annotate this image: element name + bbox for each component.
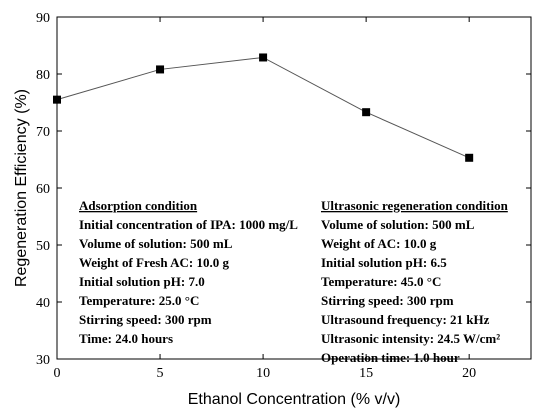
- x-tick-label: 20: [462, 366, 476, 381]
- ultrasonic-line: Ultrasonic intensity: 24.5 W/cm²: [321, 331, 500, 346]
- x-axis: 0 5 10 15 20: [54, 17, 476, 381]
- x-tick-label: 0: [54, 366, 61, 381]
- y-tick-label: 40: [36, 296, 50, 311]
- series-polyline: [56, 56, 470, 159]
- ultrasonic-title: Ultrasonic regeneration condition: [321, 198, 509, 213]
- y-tick-label: 90: [36, 11, 50, 26]
- adsorption-line: Stirring speed: 300 rpm: [79, 312, 212, 327]
- adsorption-line: Initial concentration of IPA: 1000 mg/L: [79, 217, 298, 232]
- data-point: [156, 65, 165, 74]
- ultrasonic-line: Ultrasound frequency: 21 kHz: [321, 312, 490, 327]
- adsorption-conditions: Adsorption condition Initial concentrati…: [79, 198, 298, 346]
- x-tick-label: 5: [157, 366, 164, 381]
- adsorption-line: Time: 24.0 hours: [79, 331, 173, 346]
- ultrasonic-line: Operation time: 1.0 hour: [321, 350, 460, 365]
- data-point: [53, 95, 61, 104]
- y-axis-title: Regeneration Efficiency (%): [13, 89, 30, 287]
- adsorption-line: Weight of Fresh AC: 10.0 g: [79, 255, 229, 270]
- ultrasonic-line: Stirring speed: 300 rpm: [321, 293, 454, 308]
- y-tick-label: 70: [36, 125, 50, 140]
- y-tick-label: 30: [36, 353, 50, 368]
- adsorption-title: Adsorption condition: [79, 198, 198, 213]
- ultrasonic-line: Volume of solution: 500 mL: [321, 217, 475, 232]
- y-tick-label: 60: [36, 182, 50, 197]
- x-axis-title: Ethanol Concentration (% v/v): [188, 391, 401, 408]
- adsorption-line: Initial solution pH: 7.0: [79, 274, 205, 289]
- ultrasonic-line: Initial solution pH: 6.5: [321, 255, 447, 270]
- data-point: [465, 153, 474, 162]
- adsorption-line: Temperature: 25.0 °C: [79, 293, 199, 308]
- ultrasonic-line: Weight of AC: 10.0 g: [321, 236, 437, 251]
- series-line: [56, 56, 470, 159]
- x-tick-label: 10: [256, 366, 270, 381]
- ultrasonic-conditions: Ultrasonic regeneration condition Volume…: [321, 198, 509, 365]
- data-point: [362, 108, 371, 117]
- y-axis: 30 40 50 60 70 80 90: [36, 11, 531, 368]
- ultrasonic-line: Temperature: 45.0 °C: [321, 274, 441, 289]
- y-tick-label: 50: [36, 239, 50, 254]
- y-tick-label: 80: [36, 68, 50, 83]
- adsorption-line: Volume of solution: 500 mL: [79, 236, 233, 251]
- series-markers: [53, 53, 474, 162]
- data-point: [259, 53, 268, 62]
- x-tick-label: 15: [359, 366, 373, 381]
